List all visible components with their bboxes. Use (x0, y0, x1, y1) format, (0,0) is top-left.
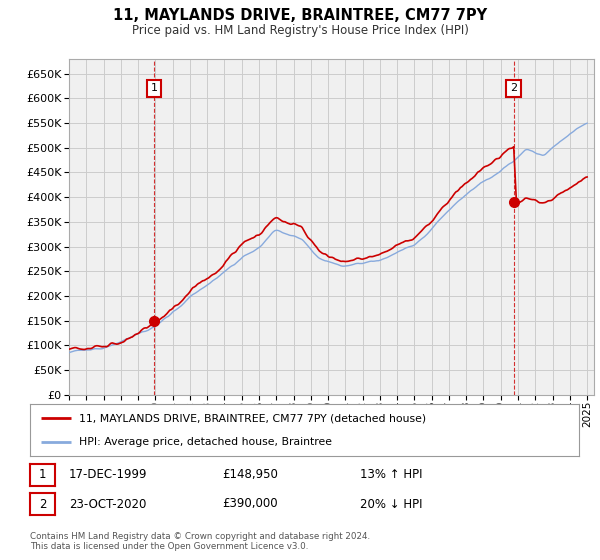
Text: 1: 1 (151, 83, 157, 94)
Text: 2: 2 (39, 497, 46, 511)
Text: 1: 1 (39, 468, 46, 482)
Text: £148,950: £148,950 (222, 468, 278, 482)
Text: Contains HM Land Registry data © Crown copyright and database right 2024.
This d: Contains HM Land Registry data © Crown c… (30, 532, 370, 552)
Text: 11, MAYLANDS DRIVE, BRAINTREE, CM77 7PY (detached house): 11, MAYLANDS DRIVE, BRAINTREE, CM77 7PY … (79, 413, 427, 423)
Text: 11, MAYLANDS DRIVE, BRAINTREE, CM77 7PY: 11, MAYLANDS DRIVE, BRAINTREE, CM77 7PY (113, 8, 487, 24)
Text: 13% ↑ HPI: 13% ↑ HPI (360, 468, 422, 482)
Text: 2: 2 (510, 83, 517, 94)
Text: Price paid vs. HM Land Registry's House Price Index (HPI): Price paid vs. HM Land Registry's House … (131, 24, 469, 36)
Text: 20% ↓ HPI: 20% ↓ HPI (360, 497, 422, 511)
Text: £390,000: £390,000 (222, 497, 278, 511)
Text: 17-DEC-1999: 17-DEC-1999 (69, 468, 148, 482)
Text: 23-OCT-2020: 23-OCT-2020 (69, 497, 146, 511)
Text: HPI: Average price, detached house, Braintree: HPI: Average price, detached house, Brai… (79, 437, 332, 447)
